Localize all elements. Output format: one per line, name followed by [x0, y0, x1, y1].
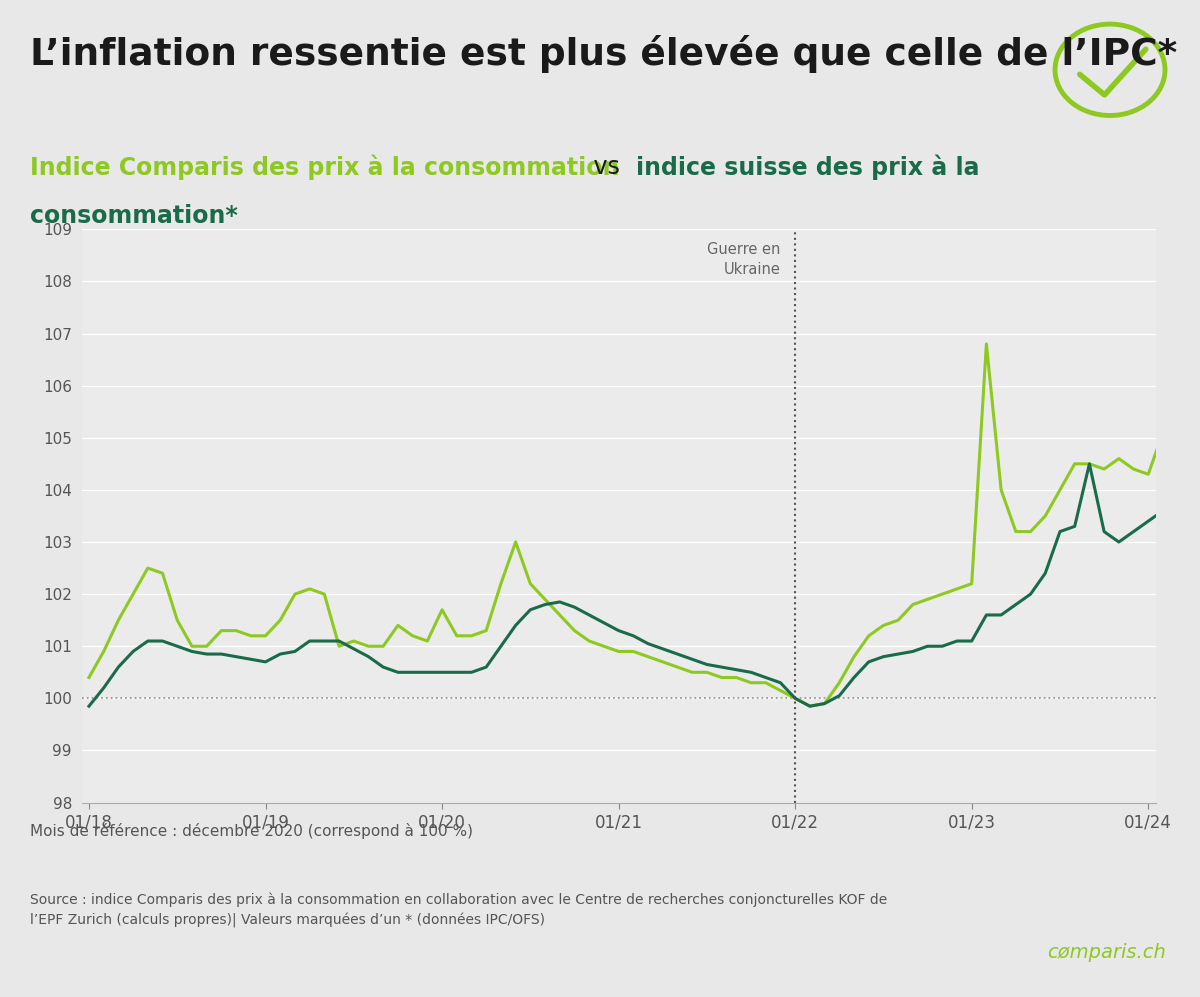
- Text: Mois de référence : décembre 2020 (correspond à 100 %): Mois de référence : décembre 2020 (corre…: [30, 823, 473, 838]
- Text: indice suisse des prix à la: indice suisse des prix à la: [636, 155, 979, 180]
- Text: Source : indice Comparis des prix à la consommation en collaboration avec le Cen: Source : indice Comparis des prix à la c…: [30, 892, 887, 927]
- Text: consommation*: consommation*: [30, 204, 238, 228]
- Text: cømparis.ch: cømparis.ch: [1048, 942, 1166, 962]
- Text: Indice Comparis des prix à la consommation: Indice Comparis des prix à la consommati…: [30, 155, 619, 180]
- Text: vs: vs: [586, 155, 626, 178]
- Text: Guerre en
Ukraine: Guerre en Ukraine: [707, 242, 780, 277]
- Text: L’inflation ressentie est plus élevée que celle de l’IPC*: L’inflation ressentie est plus élevée qu…: [30, 35, 1177, 73]
